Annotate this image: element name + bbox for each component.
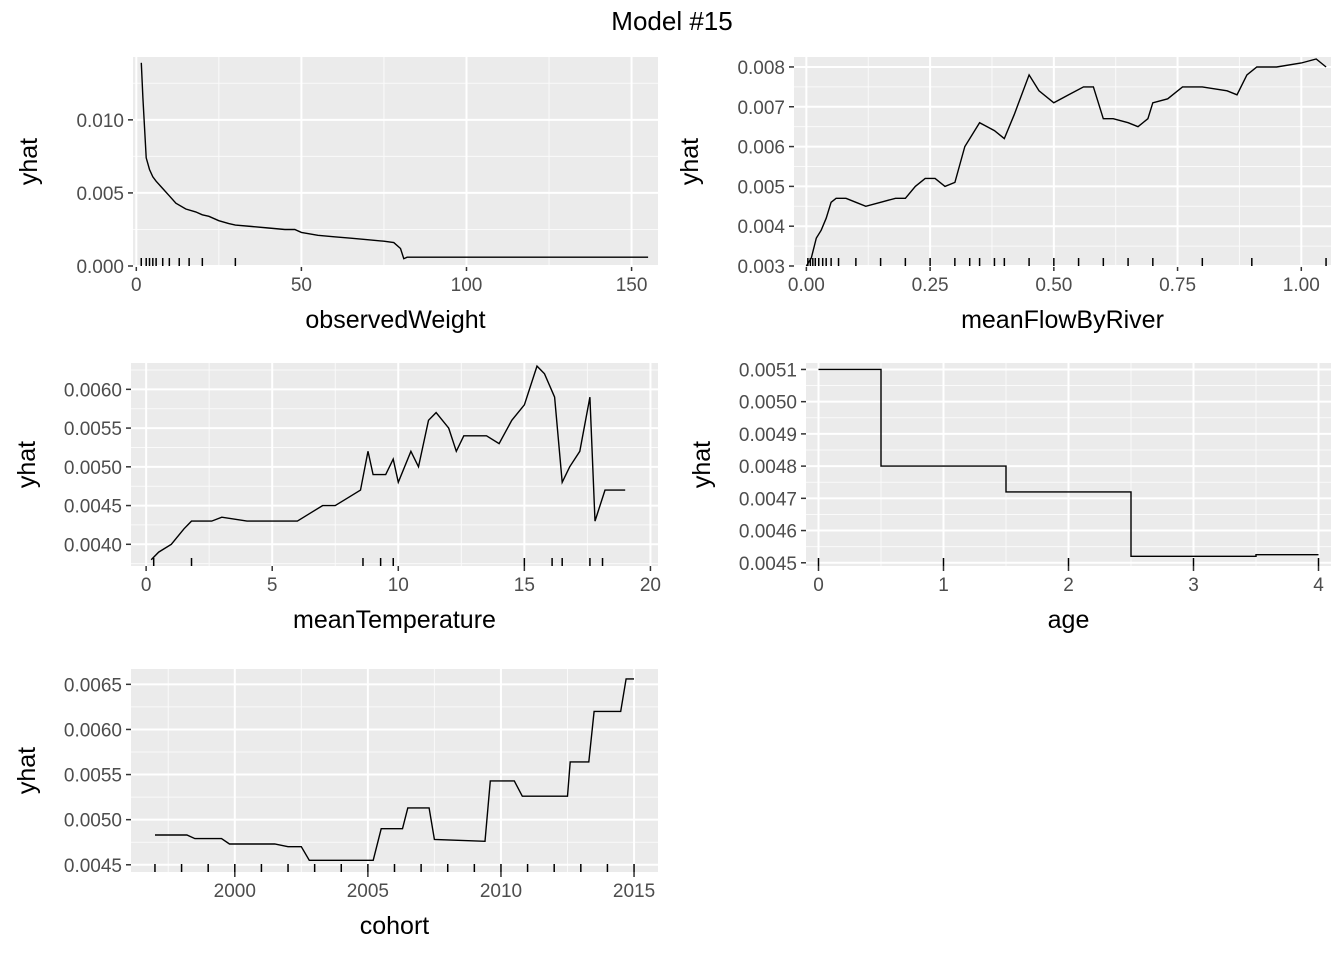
chart-panel-age: 0 1 2 3 4 0.0045 0.0046 0.0047 0.0048 0.0049 0.005… — [688, 360, 1331, 634]
series-line-meanTemperature — [150, 364, 626, 561]
y-tick-label: 0.0065 — [64, 675, 122, 696]
x-tick-label: 150 — [616, 275, 648, 296]
panel-background — [133, 57, 658, 266]
y-tick-label: 0.003 — [737, 257, 785, 278]
x-tick-label: 0.50 — [1035, 275, 1072, 296]
y-tick-label: 0.000 — [76, 257, 124, 278]
x-tick-label: 15 — [514, 575, 535, 596]
y-tick-label: 0.005 — [76, 184, 124, 205]
series-line-age — [818, 368, 1319, 557]
x-tick-label: 0 — [813, 575, 824, 596]
y-tick-label: 0.0049 — [739, 425, 797, 446]
y-tick-label: 0.0047 — [739, 489, 797, 510]
y-axis-label: yhat — [676, 138, 704, 185]
y-tick-label: 0.0045 — [64, 497, 122, 518]
x-tick-label: 2015 — [613, 881, 655, 902]
y-tick-label: 0.0048 — [739, 457, 797, 478]
panel-background — [131, 669, 658, 872]
x-tick-label: 2 — [1063, 575, 1074, 596]
x-tick-label: 1.00 — [1283, 275, 1320, 296]
y-tick-label: 0.0050 — [739, 393, 797, 414]
y-tick-label: 0.008 — [737, 58, 785, 79]
x-tick-label: 0.25 — [912, 275, 949, 296]
x-axis-label: meanTemperature — [293, 606, 496, 634]
x-tick-label: 0 — [141, 575, 152, 596]
x-axis-label: meanFlowByRiver — [961, 306, 1164, 334]
y-tick-label: 0.0050 — [64, 458, 122, 479]
x-axis-label: cohort — [360, 912, 430, 940]
chart-panel-observedWeight: 0 50 100 150 0.000 0.005 0.010 observedWeight yh… — [15, 57, 658, 334]
y-tick-label: 0.0060 — [64, 720, 122, 741]
y-tick-label: 0.0045 — [739, 554, 797, 575]
x-tick-label: 2005 — [347, 881, 389, 902]
y-tick-label: 0.005 — [737, 177, 785, 198]
y-tick-label: 0.0060 — [64, 380, 122, 401]
y-tick-label: 0.0050 — [64, 811, 122, 832]
y-tick-label: 0.004 — [737, 217, 785, 238]
x-axis-label: age — [1048, 606, 1090, 634]
y-axis-label: yhat — [13, 441, 41, 488]
series-line-meanFlowByRiver — [805, 58, 1327, 267]
x-tick-label: 5 — [267, 575, 278, 596]
x-axis-label: observedWeight — [305, 306, 485, 334]
figure-title: Model #15 — [611, 6, 733, 36]
x-tick-label: 0 — [131, 275, 142, 296]
y-tick-label: 0.006 — [737, 138, 785, 159]
y-tick-label: 0.0045 — [64, 856, 122, 877]
chart-panel-cohort: 2000 2005 2010 2015 0.0045 0.0050 0.0055 0.0060… — [13, 669, 658, 940]
y-tick-label: 0.0055 — [64, 419, 122, 440]
panel-background — [794, 57, 1331, 266]
y-axis-label: yhat — [13, 747, 41, 794]
x-tick-label: 3 — [1188, 575, 1199, 596]
y-axis-label: yhat — [15, 138, 43, 185]
series-line-cohort — [155, 678, 634, 861]
x-tick-label: 0.75 — [1159, 275, 1196, 296]
y-tick-label: 0.007 — [737, 98, 785, 119]
x-tick-label: 4 — [1313, 575, 1324, 596]
y-tick-label: 0.0051 — [739, 360, 797, 381]
y-tick-label: 0.0046 — [739, 522, 797, 543]
x-tick-label: 10 — [388, 575, 409, 596]
x-tick-label: 100 — [451, 275, 483, 296]
y-axis-label: yhat — [688, 441, 716, 488]
x-tick-label: 2000 — [214, 881, 256, 902]
chart-panel-meanTemperature: 0 5 10 15 20 0.0040 0.0045 0.0050 0.0055 0.0060 me… — [13, 363, 661, 634]
x-tick-label: 1 — [938, 575, 949, 596]
chart-panel-meanFlowByRiver: 0.00 0.25 0.50 0.75 1.00 0.003 0.004 0.005 0.006… — [676, 57, 1331, 334]
x-tick-label: 2010 — [480, 881, 522, 902]
y-tick-label: 0.010 — [76, 111, 124, 132]
x-tick-label: 0.00 — [788, 275, 825, 296]
series-line-observedWeight — [140, 62, 649, 260]
x-tick-label: 20 — [640, 575, 661, 596]
y-tick-label: 0.0055 — [64, 766, 122, 787]
y-tick-label: 0.0040 — [64, 535, 122, 556]
x-tick-label: 50 — [291, 275, 312, 296]
